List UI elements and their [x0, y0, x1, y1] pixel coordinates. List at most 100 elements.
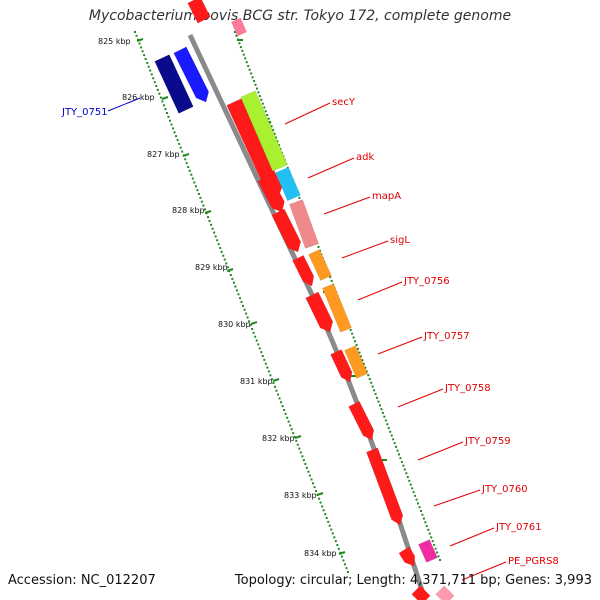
- inner-rail-dot: [161, 100, 164, 103]
- outer-rail-dot: [298, 196, 301, 199]
- inner-rail-dot: [238, 297, 241, 300]
- inner-rail-dot: [322, 509, 325, 512]
- inner-rail-dot: [342, 559, 345, 562]
- outer-rail-dot: [277, 144, 280, 147]
- inner-rail-dot: [202, 204, 205, 207]
- scale-label: 827 kbp: [147, 150, 180, 159]
- inner-rail-dot: [347, 571, 349, 573]
- inner-rail-dot: [252, 331, 255, 334]
- inner-rail-dot: [156, 88, 159, 91]
- gene-mapa-feature: [289, 199, 319, 249]
- inner-rail-dot: [254, 335, 257, 338]
- inner-rail-dot: [147, 65, 150, 68]
- inner-rail-dot: [194, 185, 197, 188]
- inner-rail-dot: [162, 104, 165, 107]
- inner-rail-dot: [264, 362, 267, 365]
- gene-jty0751b-feature: [173, 46, 209, 103]
- inner-rail-dot: [255, 339, 258, 342]
- outer-rail-dot: [352, 336, 355, 339]
- inner-rail-dot: [343, 563, 346, 566]
- label-leader-line: [307, 157, 355, 179]
- outer-rail-dot: [355, 344, 358, 347]
- outer-rail-dot: [427, 528, 430, 531]
- inner-rail-dot: [158, 92, 161, 95]
- outer-rail-dot: [273, 132, 276, 135]
- inner-rail-dot: [324, 513, 327, 516]
- inner-rail-dot: [295, 439, 298, 442]
- inner-rail-dot: [242, 304, 245, 307]
- label-leader-line: [341, 240, 389, 259]
- outer-rail-dot: [419, 509, 422, 512]
- inner-rail-dot: [243, 308, 246, 311]
- outer-rail-dot: [251, 76, 254, 79]
- inner-rail-dot: [273, 385, 276, 388]
- gene-features: [154, 0, 455, 600]
- outer-rail-dot: [267, 117, 270, 120]
- inner-rail-dot: [345, 567, 348, 570]
- inner-rail-dot: [312, 482, 315, 485]
- inner-rail-dot: [257, 343, 260, 346]
- label-leader-line: [284, 102, 331, 125]
- outer-rail-dot: [408, 479, 411, 482]
- gene-feature: [398, 546, 416, 567]
- inner-rail-dot: [245, 312, 248, 315]
- inner-rail-dot: [216, 239, 219, 242]
- inner-rail-dot: [155, 85, 158, 87]
- inner-rail-dot: [318, 497, 321, 500]
- inner-rail-dot: [293, 436, 296, 438]
- inner-rail-dot: [240, 301, 243, 303]
- gene-feature: [271, 208, 301, 253]
- outer-rail-dot: [400, 460, 403, 463]
- outer-rail-dot: [425, 525, 428, 528]
- inner-rail-dot: [315, 490, 318, 492]
- outer-rail-dot: [272, 129, 275, 132]
- inner-rail-dot: [325, 517, 328, 519]
- inner-rail-dot: [331, 532, 334, 535]
- outer-rail-dot: [244, 57, 247, 60]
- outer-rail-dot: [405, 472, 408, 475]
- inner-rail-dot: [289, 424, 292, 427]
- inner-rail-dot: [140, 46, 143, 49]
- accession-text: Accession: NC_012207: [8, 573, 156, 588]
- outer-rail-dot: [242, 53, 245, 56]
- scale-label: 828 kbp: [172, 206, 205, 215]
- major-tick: [226, 268, 234, 272]
- major-tick: [294, 435, 302, 439]
- inner-rail-dot: [249, 324, 252, 327]
- outer-rail-dot: [417, 502, 420, 505]
- gene-adk-feature: [275, 166, 301, 202]
- gene-feature: [305, 291, 334, 333]
- gene-feature: [292, 254, 315, 287]
- outer-rail-dot: [368, 377, 371, 380]
- inner-rail-dot: [278, 397, 281, 400]
- outer-rail-dot: [390, 434, 393, 437]
- outer-rail-dot: [329, 276, 332, 279]
- outer-rail-dot: [349, 328, 352, 331]
- outer-rail-dot: [393, 442, 396, 445]
- inner-rail-dot: [301, 455, 304, 458]
- inner-rail-dot: [149, 69, 152, 72]
- inner-rail-dot: [275, 389, 278, 392]
- label-leaders: [107, 97, 507, 581]
- outer-rail-dot: [330, 279, 333, 282]
- outer-rail-dot: [357, 347, 359, 350]
- gene-feature: [411, 585, 431, 600]
- inner-rail-dot: [277, 393, 280, 396]
- outer-rail-dot: [402, 464, 405, 467]
- gene-label: PE_PGRS8: [508, 556, 559, 567]
- outer-rail-dot: [428, 532, 431, 535]
- inner-rail-dot: [302, 459, 305, 462]
- gene-jty0756-feature: [322, 283, 352, 333]
- gene-feature: [187, 0, 211, 24]
- label-leader-line: [397, 388, 444, 408]
- outer-rail-dot: [412, 491, 415, 494]
- inner-rail-dot: [304, 463, 307, 465]
- inner-rail-dot: [213, 231, 216, 234]
- outer-rail-dot: [257, 91, 260, 94]
- outer-rail-dot: [238, 42, 241, 45]
- inner-rail-dot: [191, 177, 194, 180]
- scale-label: 833 kbp: [284, 491, 317, 500]
- inner-rail-dot: [328, 524, 331, 527]
- inner-rail-dot: [203, 208, 206, 211]
- inner-rail-dot: [263, 358, 266, 361]
